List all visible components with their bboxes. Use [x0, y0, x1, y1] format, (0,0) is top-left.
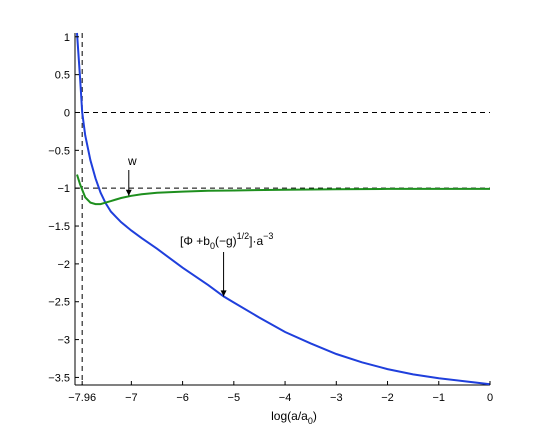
- annotation-w-arrowhead: [125, 189, 132, 196]
- annotation-phi-sub: 0: [210, 241, 215, 251]
- series-line-0: [76, 32, 491, 386]
- x-axis-label-sub: 0: [308, 416, 313, 426]
- annotation-w: w: [127, 154, 137, 168]
- y-tick-label: −1.5: [48, 221, 70, 233]
- x-tick-label: −6: [176, 392, 189, 404]
- annotation-phi-part1: [Φ +b: [180, 234, 210, 248]
- x-axis-label: log(a/a0): [271, 409, 317, 426]
- y-tick-label: −2.5: [48, 297, 70, 309]
- y-tick-label: −1: [57, 183, 70, 195]
- x-tick-label: −1: [432, 392, 445, 404]
- x-tick-label: −7: [125, 392, 138, 404]
- annotation-phi-sup1: 1/2: [237, 231, 250, 241]
- annotation-phi-expression: [Φ +b0(−g)1/2]·a−3: [180, 231, 273, 251]
- y-tick-label: 0.5: [55, 70, 70, 82]
- series-line-1: [76, 174, 490, 206]
- x-axis-label-main: log(a/a: [271, 409, 308, 423]
- annotations: w [Φ +b0(−g)1/2]·a−3: [125, 154, 273, 297]
- x-tick-label: −2: [381, 392, 394, 404]
- y-tick-label: −0.5: [48, 145, 70, 157]
- axis-ticks: 1 0.5 0 −0.5 −1 −1.5 −2 −2.5 −3 −3.5 −7.96 −7 −6 −5 −4…: [48, 32, 493, 404]
- annotation-phi-arrowhead: [220, 290, 227, 297]
- y-tick-label: −3: [57, 335, 70, 347]
- series-lines: [76, 32, 491, 386]
- annotation-phi-part3: ]·a: [249, 234, 263, 248]
- x-axis-label-tail: ): [313, 409, 317, 423]
- annotation-phi-sup2: −3: [263, 231, 273, 241]
- y-tick-label: −2: [57, 259, 70, 271]
- x-tick-label: −4: [279, 392, 292, 404]
- x-tick-label: −5: [228, 392, 241, 404]
- x-tick-label: −7.96: [68, 392, 96, 404]
- y-tick-label: −3.5: [48, 372, 70, 384]
- plot-frame: [74, 33, 490, 386]
- x-tick-label: −3: [330, 392, 343, 404]
- reference-lines: [75, 33, 490, 385]
- y-tick-label: 0: [64, 107, 70, 119]
- annotation-phi-part2: (−g): [215, 234, 237, 248]
- x-tick-label: 0: [487, 392, 493, 404]
- y-tick-label: 1: [64, 32, 70, 44]
